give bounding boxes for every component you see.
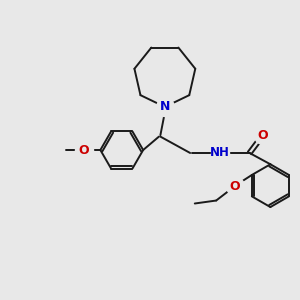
Text: O: O: [258, 129, 268, 142]
Text: N: N: [160, 100, 170, 113]
Text: O: O: [229, 180, 240, 193]
Text: NH: NH: [210, 146, 230, 160]
Text: O: O: [79, 143, 89, 157]
